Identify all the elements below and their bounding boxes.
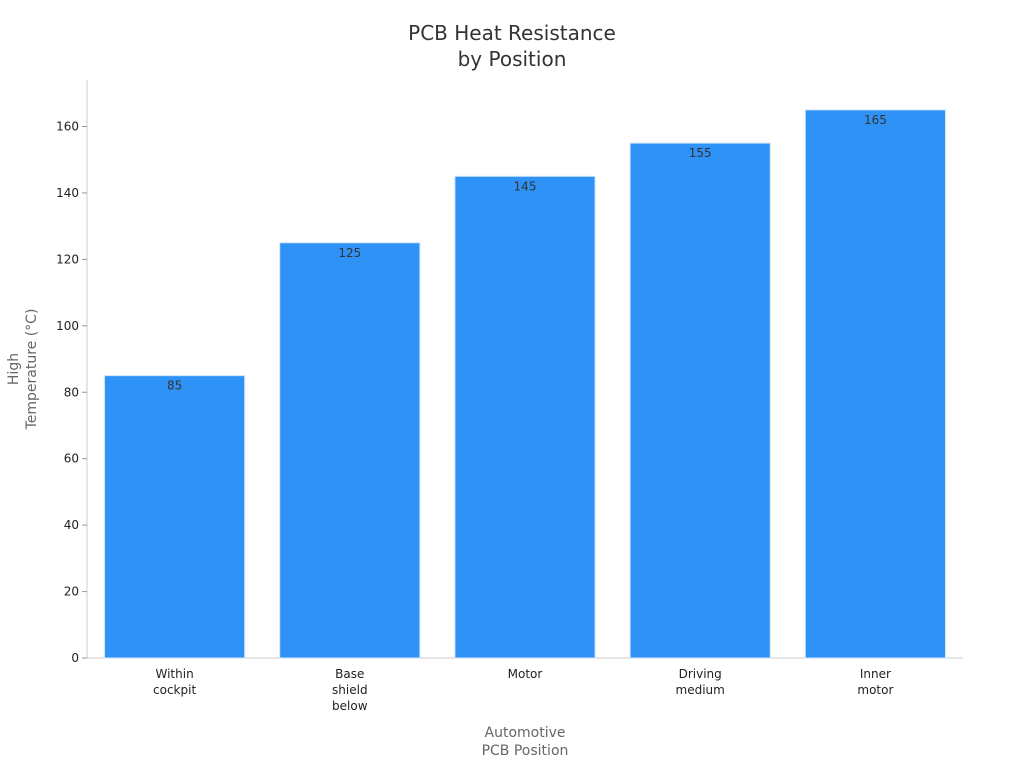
x-tick-label: Inner motor — [857, 667, 893, 697]
x-tick-label: Motor — [508, 667, 543, 681]
data-label: 125 — [338, 246, 361, 260]
x-axis-label: Automotive PCB Position — [482, 725, 569, 759]
x-tick-label: Driving medium — [676, 667, 725, 697]
bar — [629, 142, 771, 659]
data-label: 155 — [689, 146, 712, 160]
data-label: 85 — [167, 379, 182, 393]
data-label: 165 — [864, 113, 887, 127]
chart-title: PCB Heat Resistance by Position — [408, 21, 616, 71]
bar — [454, 175, 596, 659]
y-axis-label: High Temperature (°C) — [6, 309, 40, 431]
y-tick-label: 60 — [64, 452, 79, 466]
x-tick-label: Within cockpit — [153, 667, 196, 697]
y-tick-label: 140 — [56, 186, 79, 200]
y-tick-label: 160 — [56, 120, 79, 134]
data-label: 145 — [514, 179, 537, 193]
y-tick-label: 80 — [64, 385, 79, 399]
x-tick-label: Base shield below — [332, 667, 368, 713]
bar — [804, 109, 946, 659]
bar — [279, 242, 421, 659]
y-tick-label: 20 — [64, 585, 79, 599]
y-tick-label: 120 — [56, 252, 79, 266]
y-tick-label: 40 — [64, 518, 79, 532]
y-tick-label: 0 — [71, 651, 79, 665]
bar — [104, 375, 246, 659]
y-tick-label: 100 — [56, 319, 79, 333]
